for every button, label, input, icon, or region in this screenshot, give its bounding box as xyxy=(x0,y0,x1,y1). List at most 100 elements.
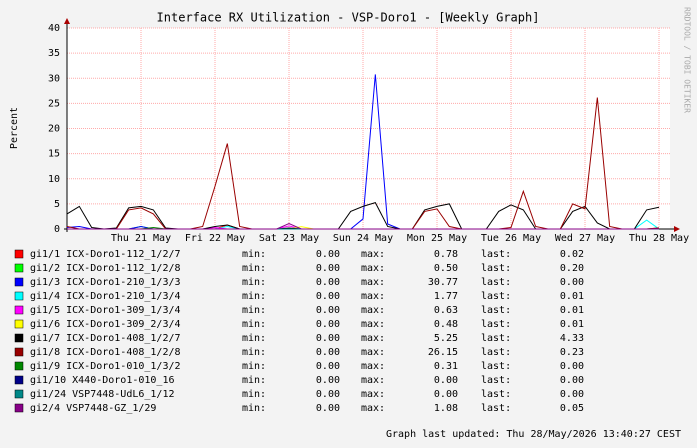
legend-last: 0.02 xyxy=(560,249,584,260)
x-tick-label: Tue 26 May xyxy=(481,233,541,244)
y-tick-label: 10 xyxy=(48,174,60,185)
legend-name: gi1/7 ICX-Doro1-408_1/2/7 xyxy=(30,333,181,344)
legend-name: gi1/8 ICX-Doro1-408_1/2/8 xyxy=(30,347,181,358)
y-tick-label: 40 xyxy=(48,23,60,34)
legend-last-label: last: xyxy=(481,305,511,316)
legend-last: 0.20 xyxy=(560,263,584,274)
legend-last-label: last: xyxy=(481,403,511,414)
legend-max: 5.25 xyxy=(434,333,458,344)
legend-swatch xyxy=(14,249,24,259)
legend-name: gi1/5 ICX-Doro1-309_1/3/4 xyxy=(30,305,181,316)
legend-min: 0.00 xyxy=(316,263,340,274)
legend-last-label: last: xyxy=(481,263,511,274)
legend-max: 30.77 xyxy=(428,277,458,288)
x-tick-label: Sat 23 May xyxy=(259,233,319,244)
legend-name: gi1/24 VSP7448-UdL6_1/12 xyxy=(30,389,175,400)
legend-last: 0.00 xyxy=(560,375,584,386)
legend-min-label: min: xyxy=(242,403,266,414)
legend-last: 0.00 xyxy=(560,389,584,400)
legend-name: gi1/1 ICX-Doro1-112_1/2/7 xyxy=(30,249,181,260)
legend-max-label: max: xyxy=(361,305,385,316)
legend-last: 0.01 xyxy=(560,319,584,330)
legend-max: 1.08 xyxy=(434,403,458,414)
legend-min: 0.00 xyxy=(316,333,340,344)
legend-min: 0.00 xyxy=(316,249,340,260)
legend-min: 0.00 xyxy=(316,277,340,288)
x-tick-label: Mon 25 May xyxy=(407,233,467,244)
legend-last-label: last: xyxy=(481,361,511,372)
x-tick-label: Fri 22 May xyxy=(185,233,245,244)
legend-max-label: max: xyxy=(361,277,385,288)
legend-min-label: min: xyxy=(242,333,266,344)
legend-max-label: max: xyxy=(361,361,385,372)
legend-min: 0.00 xyxy=(316,305,340,316)
legend-min-label: min: xyxy=(242,389,266,400)
y-tick-label: 35 xyxy=(48,48,60,59)
legend-max: 0.00 xyxy=(434,375,458,386)
legend-last: 0.23 xyxy=(560,347,584,358)
legend-name: gi1/10 X440-Doro1-010_16 xyxy=(30,375,175,386)
legend-swatch xyxy=(14,333,24,343)
y-axis-arrow xyxy=(64,18,70,24)
legend-max-label: max: xyxy=(361,249,385,260)
legend-max: 0.31 xyxy=(434,361,458,372)
legend-min: 0.00 xyxy=(316,389,340,400)
legend-min-label: min: xyxy=(242,249,266,260)
legend-min-label: min: xyxy=(242,305,266,316)
legend-name: gi1/3 ICX-Doro1-210_1/3/3 xyxy=(30,277,181,288)
legend-swatch xyxy=(14,319,24,329)
legend-swatch xyxy=(14,375,24,385)
legend-min-label: min: xyxy=(242,347,266,358)
legend-last-label: last: xyxy=(481,249,511,260)
x-axis-arrow xyxy=(674,226,680,232)
legend-name: gi1/2 ICX-Doro1-112_1/2/8 xyxy=(30,263,181,274)
y-tick-label: 0 xyxy=(54,224,60,235)
legend-max-label: max: xyxy=(361,319,385,330)
legend-last-label: last: xyxy=(481,319,511,330)
x-tick-label: Thu 21 May xyxy=(111,233,171,244)
legend-min: 0.00 xyxy=(316,375,340,386)
y-tick-label: 20 xyxy=(48,124,60,135)
legend-max-label: max: xyxy=(361,347,385,358)
legend-last-label: last: xyxy=(481,277,511,288)
legend-last: 0.05 xyxy=(560,403,584,414)
legend-max: 0.63 xyxy=(434,305,458,316)
legend-last: 0.00 xyxy=(560,277,584,288)
chart-title: Interface RX Utilization - VSP-Doro1 - [… xyxy=(157,11,540,25)
legend-last-label: last: xyxy=(481,333,511,344)
legend-last-label: last: xyxy=(481,291,511,302)
legend-last-label: last: xyxy=(481,375,511,386)
y-tick-label: 25 xyxy=(48,98,60,109)
legend-max: 0.50 xyxy=(434,263,458,274)
legend-max-label: max: xyxy=(361,375,385,386)
legend-min-label: min: xyxy=(242,263,266,274)
legend-last: 4.33 xyxy=(560,333,584,344)
watermark: RRDTOOL / TOBI OETIKER xyxy=(683,7,692,113)
legend-swatch xyxy=(14,389,24,399)
legend-swatch xyxy=(14,347,24,357)
legend-swatch xyxy=(14,305,24,315)
legend-name: gi1/6 ICX-Doro1-309_2/3/4 xyxy=(30,319,181,330)
footer: Graph last updated: Thu 28/May/2026 13:4… xyxy=(386,429,681,440)
legend-last: 0.01 xyxy=(560,305,584,316)
legend-swatch xyxy=(14,403,24,413)
legend-max: 0.00 xyxy=(434,389,458,400)
x-tick-label: Sun 24 May xyxy=(333,233,393,244)
legend-name: gi1/4 ICX-Doro1-210_1/3/4 xyxy=(30,291,181,302)
legend-last-label: last: xyxy=(481,347,511,358)
legend-min-label: min: xyxy=(242,361,266,372)
legend-min-label: min: xyxy=(242,319,266,330)
legend-name: gi1/9 ICX-Doro1-010_1/3/2 xyxy=(30,361,181,372)
legend-swatch xyxy=(14,277,24,287)
series-line xyxy=(67,223,660,230)
y-axis-title: Percent xyxy=(9,107,20,149)
legend-last: 0.00 xyxy=(560,361,584,372)
legend-max: 0.48 xyxy=(434,319,458,330)
legend-min: 0.00 xyxy=(316,361,340,372)
legend-swatch xyxy=(14,361,24,371)
legend-max-label: max: xyxy=(361,333,385,344)
legend-min: 0.00 xyxy=(316,291,340,302)
legend-min-label: min: xyxy=(242,277,266,288)
